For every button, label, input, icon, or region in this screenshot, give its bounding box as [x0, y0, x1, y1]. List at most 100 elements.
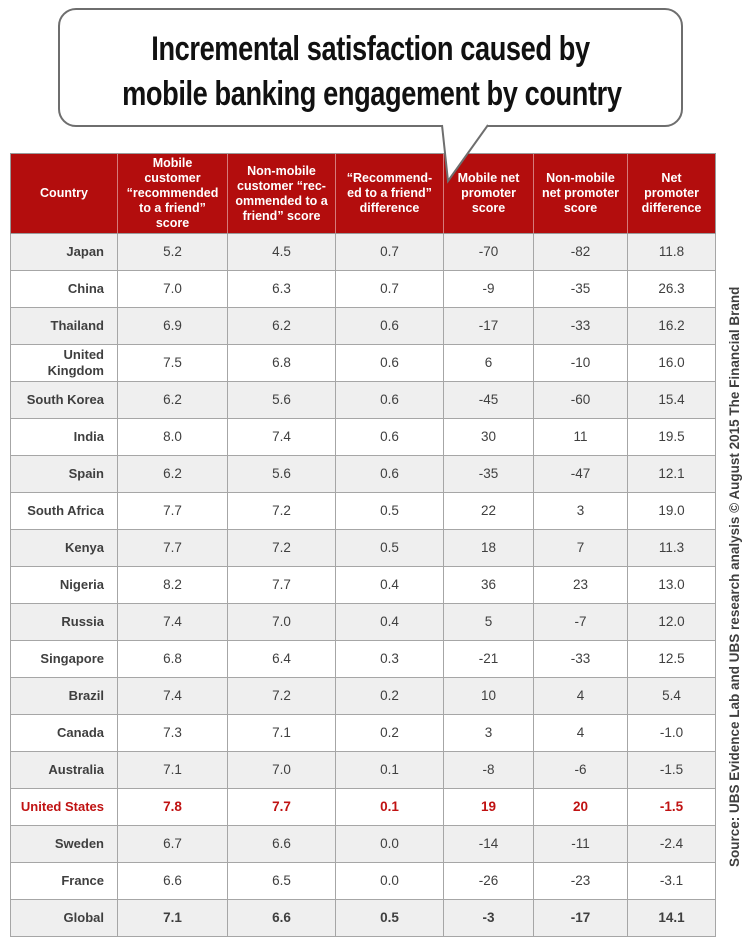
value-cell: 7.5: [117, 344, 228, 382]
value-cell: 0.2: [335, 677, 444, 715]
table-row: Global 7.1 6.6 0.5 -3 -17 14.1: [10, 899, 716, 937]
value-cell: 0.3: [335, 640, 444, 678]
value-cell: -1.5: [627, 751, 716, 789]
value-cell: 16.2: [627, 307, 716, 345]
value-cell: 12.1: [627, 455, 716, 493]
value-cell: 0.6: [335, 344, 444, 382]
table-row: Thailand 6.9 6.2 0.6 -17 -33 16.2: [10, 307, 716, 345]
table-row: Singapore 6.8 6.4 0.3 -21 -33 12.5: [10, 640, 716, 678]
value-cell: 18: [443, 529, 534, 567]
table-row: Sweden 6.7 6.6 0.0 -14 -11 -2.4: [10, 825, 716, 863]
value-cell: 19: [443, 788, 534, 826]
title-text-block: Incremental satisfaction caused by mobil…: [122, 10, 622, 117]
page-title-line-2: mobile banking engagement by country: [122, 75, 622, 113]
country-cell: Thailand: [10, 307, 118, 345]
value-cell: 7.0: [117, 270, 228, 308]
country-cell: Brazil: [10, 677, 118, 715]
column-header: Mobile customer “recommended to a friend…: [117, 153, 228, 234]
country-cell: France: [10, 862, 118, 900]
value-cell: 0.1: [335, 788, 444, 826]
value-cell: 15.4: [627, 381, 716, 419]
value-cell: 4: [533, 677, 628, 715]
country-cell: Russia: [10, 603, 118, 641]
value-cell: -35: [443, 455, 534, 493]
value-cell: 0.6: [335, 418, 444, 456]
value-cell: -33: [533, 307, 628, 345]
country-cell: Singapore: [10, 640, 118, 678]
value-cell: -6: [533, 751, 628, 789]
value-cell: -9: [443, 270, 534, 308]
value-cell: -35: [533, 270, 628, 308]
value-cell: 5.6: [227, 455, 336, 493]
value-cell: -33: [533, 640, 628, 678]
value-cell: 0.6: [335, 381, 444, 419]
value-cell: 4: [533, 714, 628, 752]
table-row: Australia 7.1 7.0 0.1 -8 -6 -1.5: [10, 751, 716, 789]
table-row: France 6.6 6.5 0.0 -26 -23 -3.1: [10, 862, 716, 900]
value-cell: 0.5: [335, 529, 444, 567]
value-cell: 30: [443, 418, 534, 456]
value-cell: 26.3: [627, 270, 716, 308]
value-cell: 5.6: [227, 381, 336, 419]
value-cell: 6.2: [117, 455, 228, 493]
value-cell: 8.2: [117, 566, 228, 604]
value-cell: 7.4: [117, 603, 228, 641]
value-cell: 7: [533, 529, 628, 567]
table-row: Japan 5.2 4.5 0.7 -70 -82 11.8: [10, 233, 716, 271]
value-cell: 12.5: [627, 640, 716, 678]
value-cell: 0.5: [335, 899, 444, 937]
value-cell: -23: [533, 862, 628, 900]
value-cell: 7.2: [227, 492, 336, 530]
value-cell: 6.6: [227, 899, 336, 937]
table-row: United States 7.8 7.7 0.1 19 20 -1.5: [10, 788, 716, 826]
value-cell: -82: [533, 233, 628, 271]
value-cell: -2.4: [627, 825, 716, 863]
value-cell: 0.2: [335, 714, 444, 752]
value-cell: 13.0: [627, 566, 716, 604]
country-cell: Japan: [10, 233, 118, 271]
value-cell: 6.2: [117, 381, 228, 419]
value-cell: 11.8: [627, 233, 716, 271]
value-cell: -10: [533, 344, 628, 382]
country-cell: United Kingdom: [10, 344, 118, 382]
value-cell: -26: [443, 862, 534, 900]
value-cell: -21: [443, 640, 534, 678]
page-title-line-1: Incremental satisfaction caused by: [151, 30, 590, 68]
table-row: Nigeria 8.2 7.7 0.4 36 23 13.0: [10, 566, 716, 604]
value-cell: 0.7: [335, 233, 444, 271]
value-cell: -3.1: [627, 862, 716, 900]
value-cell: 0.0: [335, 862, 444, 900]
value-cell: 7.0: [227, 751, 336, 789]
value-cell: 7.7: [227, 788, 336, 826]
value-cell: 12.0: [627, 603, 716, 641]
value-cell: -3: [443, 899, 534, 937]
value-cell: -8: [443, 751, 534, 789]
table-row: China 7.0 6.3 0.7 -9 -35 26.3: [10, 270, 716, 308]
value-cell: 4.5: [227, 233, 336, 271]
value-cell: 19.0: [627, 492, 716, 530]
value-cell: 6.4: [227, 640, 336, 678]
value-cell: 7.4: [117, 677, 228, 715]
value-cell: -1.5: [627, 788, 716, 826]
table-row: India 8.0 7.4 0.6 30 11 19.5: [10, 418, 716, 456]
country-cell: Global: [10, 899, 118, 937]
value-cell: -45: [443, 381, 534, 419]
table-header-row: Country Mobile customer “recommended to a…: [10, 153, 716, 234]
value-cell: -11: [533, 825, 628, 863]
value-cell: 6.7: [117, 825, 228, 863]
value-cell: 16.0: [627, 344, 716, 382]
value-cell: 14.1: [627, 899, 716, 937]
country-cell: Spain: [10, 455, 118, 493]
table-row: United Kingdom 7.5 6.8 0.6 6 -10 16.0: [10, 344, 716, 382]
value-cell: -17: [443, 307, 534, 345]
value-cell: 0.6: [335, 455, 444, 493]
country-satisfaction-table: Country Mobile customer “recommended to a…: [10, 153, 716, 937]
value-cell: 7.7: [117, 529, 228, 567]
value-cell: 7.8: [117, 788, 228, 826]
value-cell: -47: [533, 455, 628, 493]
table-header: Country Mobile customer “recommended to a…: [10, 153, 716, 234]
source-attribution: Source: UBS Evidence Lab and UBS researc…: [727, 286, 742, 867]
value-cell: 0.1: [335, 751, 444, 789]
value-cell: 8.0: [117, 418, 228, 456]
value-cell: 0.7: [335, 270, 444, 308]
